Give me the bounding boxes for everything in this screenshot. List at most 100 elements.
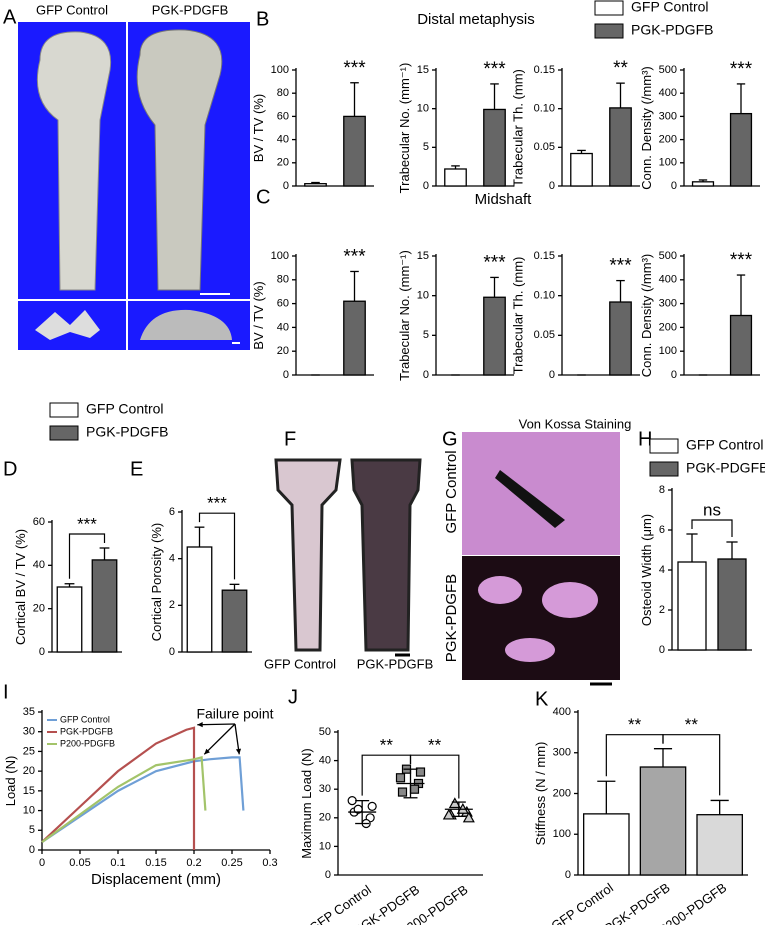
data-point [409, 784, 420, 794]
y-tick-label: 40 [277, 321, 289, 333]
bar [570, 152, 593, 187]
y-axis-label: Osteoid Width (μm) [639, 514, 654, 626]
y-tick-label: 0 [659, 644, 665, 656]
x-tick-label: 0.25 [221, 857, 242, 869]
y-axis-label: Cortical Porosity (%) [149, 523, 164, 641]
panel-g-images: G Von Kossa Staining GFP Control PGK-PDG… [442, 416, 631, 686]
y-axis-label: Maximum Load (N) [299, 748, 314, 859]
bone-shape [140, 309, 232, 340]
y-tick-label: 5 [423, 329, 429, 341]
y-tick-label: 0.15 [534, 64, 555, 76]
y-tick-label: 0.05 [534, 141, 555, 153]
y-axis-label: Conn. Density (/mm³) [639, 254, 654, 378]
bone-shape [36, 31, 112, 291]
y-axis-label: Conn. Density (/mm³) [639, 66, 654, 190]
bar [729, 112, 753, 187]
significance-label: ** [380, 736, 394, 755]
data-point [367, 801, 377, 811]
bar [186, 546, 213, 653]
y-tick-label: 100 [271, 250, 289, 262]
significance-label: *** [483, 252, 506, 273]
y-tick-label: 2 [169, 599, 175, 611]
bone-shape [136, 29, 223, 291]
chart-title: Distal metaphysis [417, 11, 535, 28]
y-tick-label: 0 [549, 369, 555, 381]
image-label: GFP Control [443, 450, 460, 533]
y-tick-label: 10 [417, 103, 429, 115]
y-tick-label: 100 [659, 157, 677, 169]
bar [639, 766, 687, 876]
y-tick-label: 0 [671, 369, 677, 381]
panel-letter: I [3, 681, 9, 703]
panel-letter: H [638, 428, 652, 450]
y-axis-label: Trabecular No. (mm⁻¹) [397, 63, 412, 194]
significance-label: *** [77, 514, 97, 533]
image-label: PGK-PDGFB [357, 656, 434, 671]
y-tick-label: 0 [549, 180, 555, 192]
y-tick-label: 10 [319, 840, 331, 852]
data-point [448, 797, 461, 809]
stain-shape [478, 576, 522, 604]
y-tick-label: 60 [277, 298, 289, 310]
y-tick-label: 0 [283, 369, 289, 381]
x-axis-label: Displacement (mm) [91, 871, 221, 888]
panel-letter: B [256, 8, 269, 30]
y-axis-label: Cortical BV / TV (%) [13, 529, 28, 645]
y-tick-label: 0.10 [534, 290, 555, 302]
y-tick-label: 4 [169, 553, 175, 565]
legend-label: PGK-PDGFB [631, 22, 713, 38]
y-axis-label: BV / TV (%) [251, 94, 266, 162]
significance-bracket [662, 734, 721, 796]
legend-swatch [594, 23, 624, 39]
y-tick-label: 300 [659, 298, 677, 310]
significance-bracket [68, 533, 106, 579]
y-tick-label: 200 [553, 787, 571, 799]
bar [483, 296, 506, 376]
panel-letter: G [442, 428, 458, 450]
bar [696, 814, 743, 876]
bar [609, 107, 632, 187]
bar [56, 586, 83, 653]
bar [717, 558, 747, 651]
bar [444, 168, 467, 187]
significance-label: *** [207, 494, 227, 513]
y-tick-label: 20 [277, 157, 289, 169]
bar [583, 813, 630, 876]
bar [343, 115, 366, 187]
y-tick-label: 6 [169, 506, 175, 518]
y-axis-label: BV / TV (%) [251, 281, 266, 349]
significance-bracket [409, 754, 460, 799]
y-tick-label: 100 [553, 828, 571, 840]
y-tick-label: 300 [553, 747, 571, 759]
x-tick-label: 0.05 [69, 857, 90, 869]
y-tick-label: 0 [283, 180, 289, 192]
image-label: PGK-PDGFB [152, 2, 229, 17]
y-tick-label: 0 [671, 180, 677, 192]
panel-letter: A [3, 6, 17, 28]
y-axis-label: Trabecular Th. (mm) [511, 69, 526, 187]
stain-image [462, 556, 620, 680]
arrow-head [197, 722, 203, 728]
y-tick-label: 5 [29, 824, 35, 836]
y-tick-label: 300 [659, 110, 677, 122]
y-tick-label: 100 [659, 345, 677, 357]
panel-letter: F [284, 428, 296, 450]
data-point [397, 787, 408, 797]
y-tick-label: 400 [553, 706, 571, 718]
significance-bracket [691, 519, 733, 537]
data-line [41, 755, 207, 844]
y-axis-label: Trabecular No. (mm⁻¹) [397, 250, 412, 381]
legend-label: PGK-PDGFB [686, 460, 765, 476]
section-shape [274, 458, 342, 652]
y-tick-label: 6 [659, 524, 665, 536]
stain-shape [505, 638, 555, 662]
panel-letter: J [288, 686, 298, 708]
data-line [41, 726, 196, 850]
y-tick-label: 40 [33, 559, 45, 571]
bar [609, 301, 632, 376]
data-point [415, 767, 426, 777]
y-tick-label: 200 [659, 321, 677, 333]
y-tick-label: 0 [169, 646, 175, 658]
y-tick-label: 0 [325, 869, 331, 881]
legend-label: GFP Control [631, 0, 709, 15]
